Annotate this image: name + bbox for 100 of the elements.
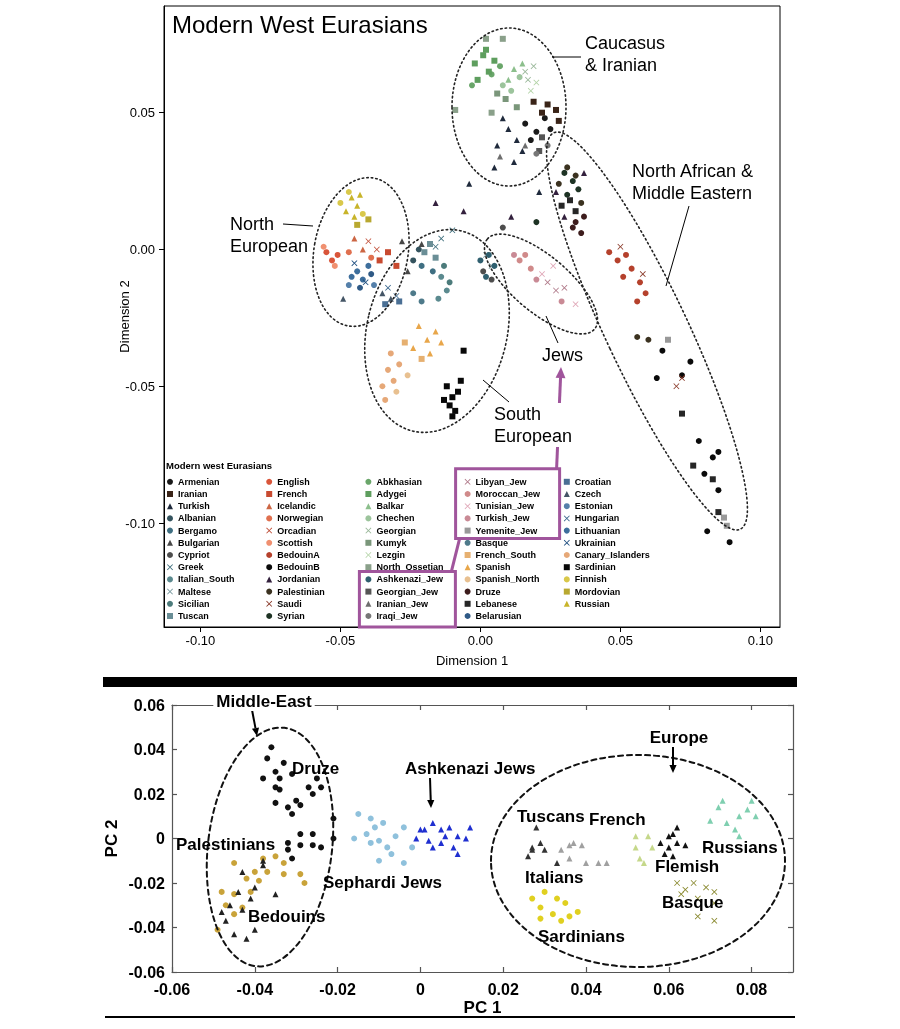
legend-label: Norwegian xyxy=(277,513,324,524)
legend-label: Italian_South xyxy=(178,574,235,585)
x-tick-label: 0.08 xyxy=(736,980,768,998)
legend-label: Greek xyxy=(178,562,205,573)
legend-label: Lezgin xyxy=(376,550,405,560)
text: Ashkenazi Jews xyxy=(405,758,536,778)
legend-label: French xyxy=(277,489,308,499)
series-label: Sardinians xyxy=(538,926,625,946)
series-label: Tuscans xyxy=(517,806,585,826)
legend-label: Spanish_North xyxy=(475,574,540,585)
y-tick-label: -0.04 xyxy=(128,919,166,936)
y-tick-label: 0.04 xyxy=(133,741,166,758)
legend-label: Croatian xyxy=(574,476,612,487)
legend-title: Modern west Eurasians xyxy=(166,460,273,472)
y-axis-title: Dimension 2 xyxy=(117,280,132,353)
legend-label: Spanish xyxy=(475,562,511,573)
legend-label: Adygei xyxy=(376,489,407,499)
y-tick-label: 0.06 xyxy=(133,696,166,714)
x-tick-label: -0.04 xyxy=(236,980,274,998)
legend-label: Estonian xyxy=(574,501,613,512)
annotation: South European xyxy=(494,404,573,446)
legend-label: Orcadian xyxy=(277,525,317,536)
x-axis-title: PC 1 xyxy=(463,998,502,1017)
legend-label: Bergamo xyxy=(178,525,218,536)
legend-label: Tunisian_Jew xyxy=(475,501,535,512)
legend-label: Georgian_Jew xyxy=(376,586,439,597)
legend-label: Scottish xyxy=(277,537,313,548)
legend-label: Hungarian xyxy=(574,513,620,524)
legend-label: Chechen xyxy=(376,513,415,524)
x-axis-title: Dimension 1 xyxy=(435,653,509,668)
y-tick-label: -0.05 xyxy=(125,378,155,394)
series-label: Palestinians xyxy=(176,834,276,854)
y-axis-title: PC 2 xyxy=(102,819,121,858)
y-tick-label: -0.10 xyxy=(125,515,155,531)
x-tick-label: 0.10 xyxy=(747,633,774,648)
legend-label: Ashkenazi_Jew xyxy=(376,574,444,585)
legend-label: Basque xyxy=(475,537,509,548)
legend-label: Sardinian xyxy=(574,562,616,573)
legend-label: Moroccan_Jew xyxy=(475,489,542,499)
legend-label: Tuscan xyxy=(178,611,209,621)
legend-label: Maltese xyxy=(178,586,212,597)
y-tick-label: 0.05 xyxy=(129,105,155,121)
legend-label: Iranian_Jew xyxy=(376,598,429,609)
legend-label: Lithuanian xyxy=(574,525,621,536)
x-tick-label: 0.00 xyxy=(467,633,494,648)
legend-label: Abkhasian xyxy=(376,476,422,487)
legend-label: Palestinian xyxy=(277,586,325,597)
legend-label: Saudi xyxy=(277,598,302,609)
legend-label: Balkar xyxy=(376,501,405,512)
legend-label: Finnish xyxy=(574,574,607,585)
legend-label: Russian xyxy=(574,598,610,609)
legend-label: Icelandic xyxy=(277,501,316,512)
x-tick-label: 0.04 xyxy=(570,980,602,998)
legend-label: Iranian xyxy=(178,489,208,499)
x-tick-label: -0.02 xyxy=(319,980,356,998)
y-tick-label: 0 xyxy=(156,830,166,847)
legend-label: Turkish_Jew xyxy=(475,513,531,524)
legend-label: Georgian xyxy=(376,525,416,536)
annotation: Europe xyxy=(649,727,709,747)
legend-label: Yemenite_Jew xyxy=(475,525,539,536)
legend-label: Canary_Islanders xyxy=(574,550,650,560)
x-tick-label: 0.05 xyxy=(607,633,634,648)
legend-label: English xyxy=(277,476,310,487)
x-tick-label: 0 xyxy=(415,980,425,998)
annotation: North African & Middle Eastern xyxy=(632,161,759,203)
y-tick-label: 0.02 xyxy=(133,785,166,803)
legend-label: BedouinB xyxy=(277,562,321,573)
x-tick-label: -0.10 xyxy=(185,633,216,648)
legend-label: Sicilian xyxy=(178,598,210,609)
legend-label: Bulgarian xyxy=(178,537,220,548)
legend-label: BedouinA xyxy=(277,550,321,560)
series-label: French xyxy=(589,809,646,829)
legend-label: French_South xyxy=(475,550,537,560)
legend-label: Ukrainian xyxy=(574,537,616,548)
chart-title: Modern West Eurasians xyxy=(172,10,428,38)
legend-label: Czech xyxy=(574,489,602,499)
y-tick-label: 0.00 xyxy=(129,241,155,257)
series-label: Basque xyxy=(662,892,724,912)
legend-label: Belarusian xyxy=(475,611,522,621)
legend-label: North_Ossetian xyxy=(376,562,444,573)
series-label: Sephardi Jews xyxy=(323,872,443,892)
y-tick-label: -0.02 xyxy=(128,874,166,892)
annotation: North European xyxy=(230,214,309,256)
legend-label: Iraqi_Jew xyxy=(376,611,419,621)
series-label: Flemish xyxy=(655,856,720,876)
legend-label: Albanian xyxy=(178,513,217,524)
series-label: Bedouins xyxy=(248,906,326,926)
x-tick-label: -0.05 xyxy=(325,633,356,648)
legend-label: Libyan_Jew xyxy=(475,476,528,487)
legend-label: Lebanese xyxy=(475,598,518,609)
x-tick-label: 0.06 xyxy=(653,980,685,998)
annotation: Middle-East xyxy=(216,691,313,711)
series-label: Russians xyxy=(702,837,778,857)
legend-label: Cypriot xyxy=(178,550,210,560)
legend-label: Jordanian xyxy=(277,574,321,585)
series-label: Italians xyxy=(525,867,584,887)
legend-label: Armenian xyxy=(178,476,220,487)
annotation: Jews xyxy=(542,345,584,365)
x-tick-label: 0.02 xyxy=(487,980,519,998)
x-tick-label: -0.06 xyxy=(153,980,191,998)
